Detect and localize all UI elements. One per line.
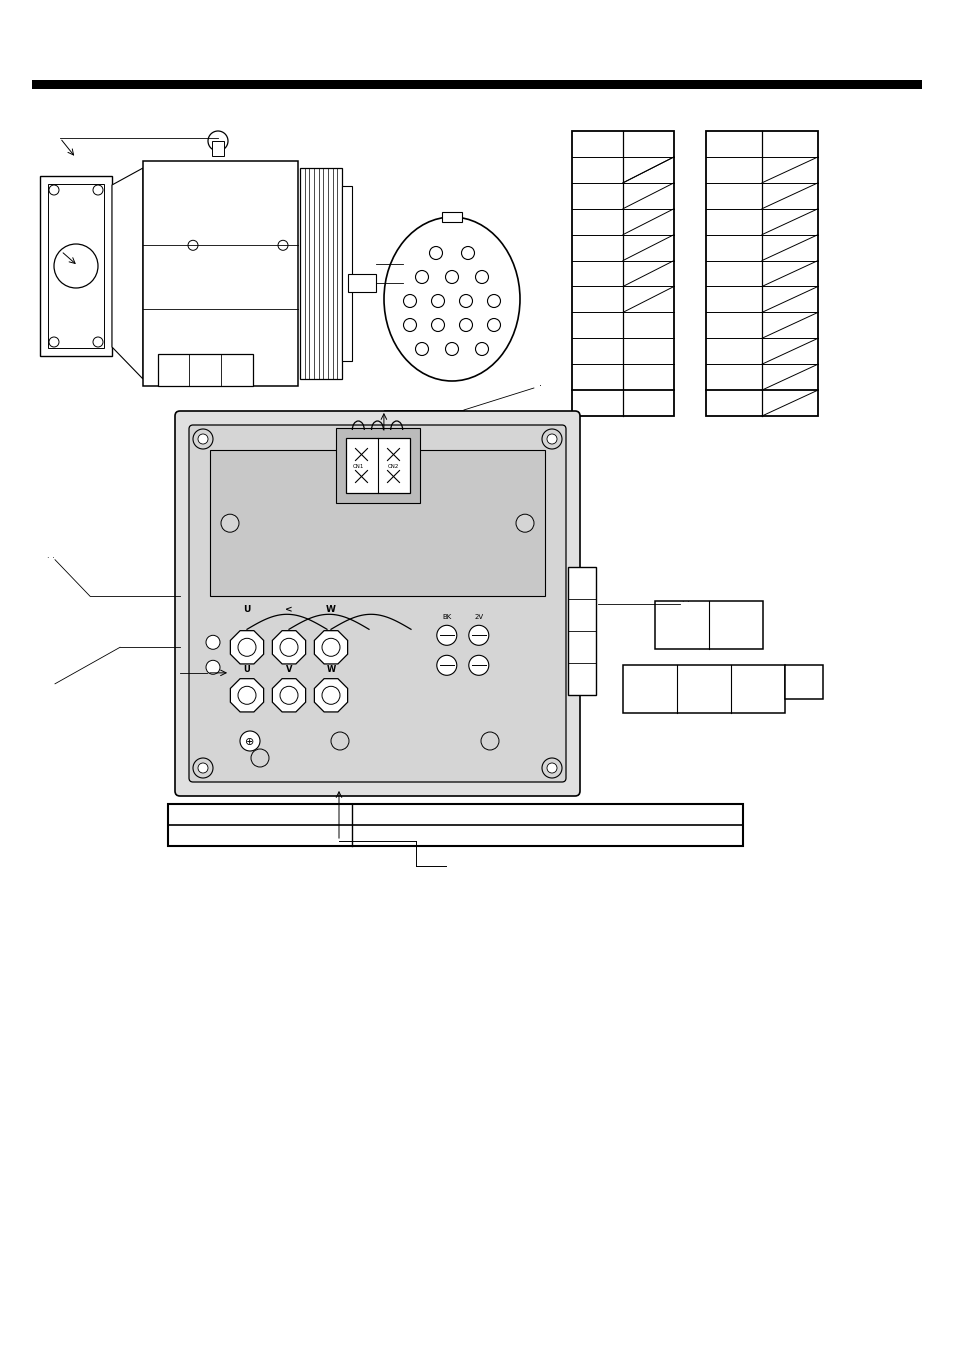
Text: <: <	[285, 605, 293, 615]
Text: . .: . .	[47, 551, 55, 559]
Circle shape	[546, 434, 557, 444]
Circle shape	[541, 758, 561, 778]
Circle shape	[49, 185, 59, 195]
Circle shape	[237, 686, 255, 704]
Bar	[345, 438, 409, 493]
Circle shape	[431, 295, 444, 308]
Circle shape	[193, 758, 213, 778]
Polygon shape	[230, 631, 263, 663]
Circle shape	[240, 731, 260, 751]
Circle shape	[480, 732, 498, 750]
Bar	[335, 428, 419, 503]
Circle shape	[541, 430, 561, 449]
Bar	[40, 176, 112, 357]
Circle shape	[221, 515, 239, 532]
Circle shape	[416, 270, 428, 284]
Text: W: W	[326, 665, 335, 674]
Text: U: U	[243, 665, 250, 674]
Circle shape	[461, 246, 474, 259]
Bar	[32, 80, 921, 89]
Bar	[48, 184, 104, 349]
Polygon shape	[112, 168, 143, 380]
Bar	[212, 141, 224, 155]
Polygon shape	[273, 678, 305, 712]
Polygon shape	[314, 678, 347, 712]
Circle shape	[92, 185, 103, 195]
Bar	[441, 212, 461, 222]
Text: 2V: 2V	[474, 615, 483, 620]
Polygon shape	[314, 631, 347, 663]
FancyBboxPatch shape	[189, 426, 565, 782]
Circle shape	[436, 655, 456, 676]
Bar	[567, 567, 596, 694]
Circle shape	[429, 246, 442, 259]
Bar	[622, 665, 784, 713]
Circle shape	[208, 131, 228, 151]
Circle shape	[206, 661, 220, 674]
Ellipse shape	[384, 218, 519, 381]
Text: . .: . .	[681, 594, 689, 604]
Bar	[299, 168, 341, 380]
Circle shape	[322, 638, 339, 657]
Circle shape	[445, 343, 458, 355]
Circle shape	[475, 343, 488, 355]
Circle shape	[198, 434, 208, 444]
Circle shape	[475, 270, 488, 284]
Circle shape	[193, 430, 213, 449]
Circle shape	[206, 635, 220, 650]
Circle shape	[403, 295, 416, 308]
Polygon shape	[230, 678, 263, 712]
Circle shape	[436, 626, 456, 646]
Polygon shape	[273, 631, 305, 663]
Bar	[341, 186, 352, 361]
Bar	[143, 161, 297, 386]
Circle shape	[416, 343, 428, 355]
Circle shape	[251, 748, 269, 767]
Bar	[705, 131, 817, 416]
Circle shape	[431, 319, 444, 331]
Circle shape	[54, 245, 98, 288]
Text: V: V	[286, 665, 292, 674]
Text: ⊕: ⊕	[245, 738, 254, 747]
Bar	[784, 665, 822, 698]
Circle shape	[516, 515, 534, 532]
Circle shape	[331, 732, 349, 750]
Circle shape	[468, 655, 488, 676]
Circle shape	[92, 336, 103, 347]
Circle shape	[468, 626, 488, 646]
Circle shape	[277, 240, 288, 250]
Text: CN1: CN1	[353, 465, 364, 469]
Text: U: U	[243, 605, 251, 615]
Circle shape	[322, 686, 339, 704]
Bar	[168, 804, 742, 846]
Circle shape	[487, 319, 500, 331]
Circle shape	[459, 319, 472, 331]
Circle shape	[445, 270, 458, 284]
Text: CN2: CN2	[388, 465, 398, 469]
Circle shape	[280, 686, 297, 704]
Circle shape	[546, 763, 557, 773]
Bar	[572, 131, 673, 416]
Text: .: .	[538, 378, 541, 388]
FancyBboxPatch shape	[174, 411, 579, 796]
Bar	[210, 450, 544, 596]
Circle shape	[280, 638, 297, 657]
Circle shape	[49, 336, 59, 347]
Circle shape	[487, 295, 500, 308]
Circle shape	[403, 319, 416, 331]
Bar	[655, 601, 762, 648]
Circle shape	[459, 295, 472, 308]
Circle shape	[237, 638, 255, 657]
Bar	[158, 354, 253, 386]
Text: BK: BK	[441, 615, 451, 620]
Text: W: W	[326, 605, 335, 615]
Bar	[348, 274, 375, 292]
Circle shape	[188, 240, 198, 250]
Circle shape	[198, 763, 208, 773]
